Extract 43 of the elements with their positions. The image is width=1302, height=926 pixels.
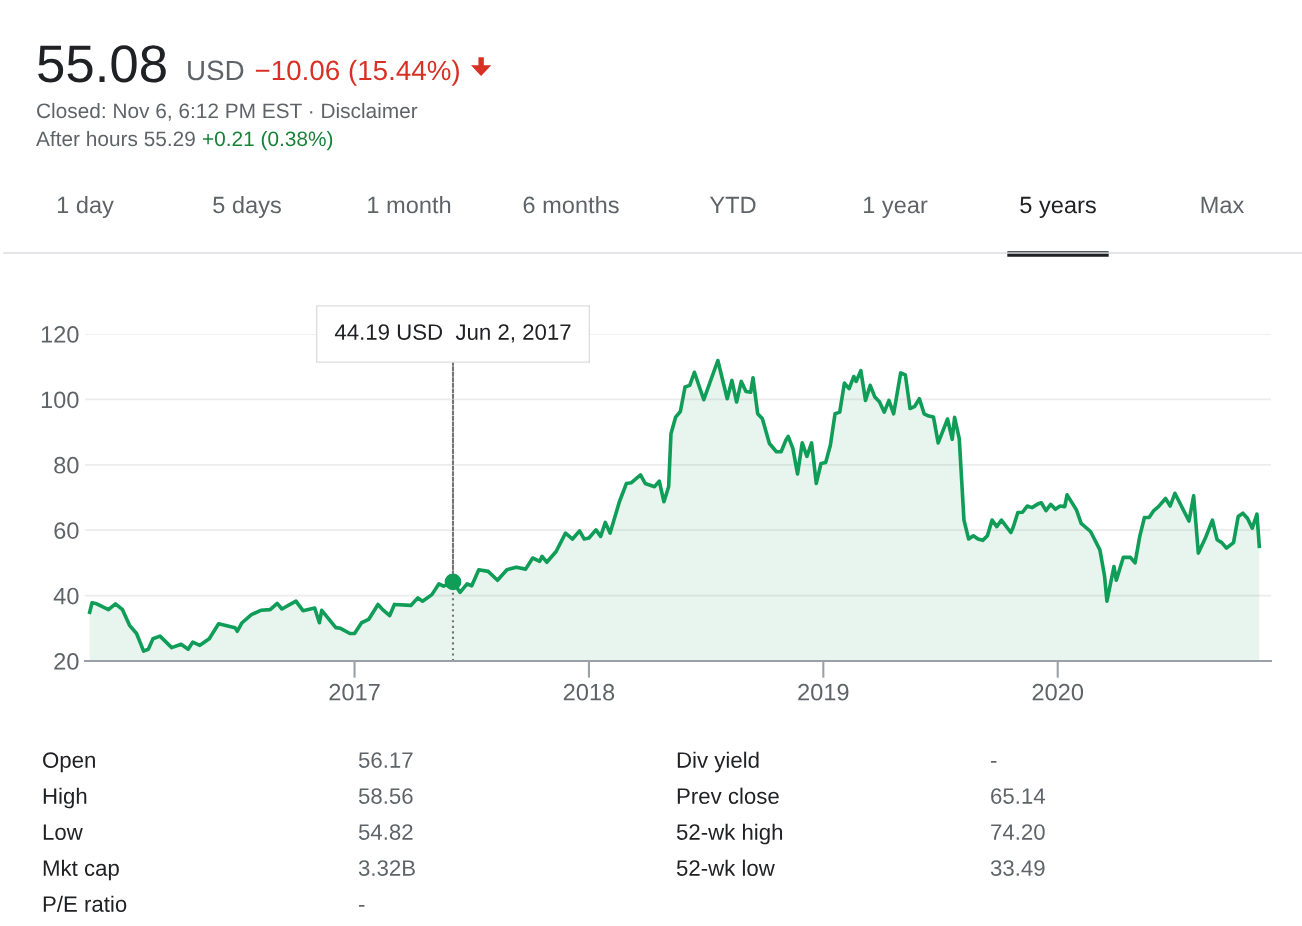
- text: 52-wk high: [676, 823, 783, 845]
- annotation: 44.19 USD Jun 2, 2017: [334, 324, 571, 343]
- y-tick-label: 40: [53, 587, 79, 605]
- text: +0.21 (0.38%): [203, 130, 333, 151]
- text: 6 months: [523, 196, 619, 214]
- text: 65.14: [991, 788, 1045, 804]
- text: -: [358, 904, 365, 907]
- text: High: [43, 787, 87, 809]
- text: Max: [1201, 196, 1245, 214]
- text: Div yield: [677, 751, 759, 773]
- text: 33.49: [990, 860, 1045, 876]
- y-tick-label: 60: [54, 522, 79, 539]
- text: 1 month: [368, 196, 451, 214]
- text: 1 year: [863, 196, 928, 219]
- text: 1 day: [57, 196, 114, 219]
- text: 55.08: [38, 45, 166, 83]
- y-tick-label: 100: [41, 391, 79, 409]
- y-tick-label: 20: [54, 653, 79, 670]
- text: Prev close: [677, 787, 779, 804]
- text: -: [990, 760, 997, 763]
- x-tick-label: 2019: [798, 683, 849, 701]
- text: Open: [43, 752, 95, 773]
- x-tick-label: 2017: [329, 683, 380, 701]
- text: YTD: [709, 196, 756, 214]
- text: 54.82: [358, 824, 413, 840]
- text: 5 years: [1020, 196, 1096, 219]
- text: 5 days: [213, 196, 281, 219]
- text: P/E ratio: [43, 895, 127, 912]
- text: −10.06 (15.44%): [255, 59, 459, 86]
- text: After hours 55.29: [36, 130, 195, 147]
- text: 56.17: [358, 752, 413, 768]
- x-tick-label: 2020: [1032, 683, 1084, 701]
- text: Mkt cap: [43, 859, 119, 881]
- x-tick-label: 2018: [563, 683, 615, 701]
- text: 58.56: [358, 788, 413, 804]
- text: 3.32B: [358, 860, 415, 876]
- y-tick-label: 80: [54, 456, 79, 474]
- y-tick-label: 120: [41, 326, 79, 343]
- text: Closed: Nov 6, 6:12 PM EST · Disclaimer: [37, 102, 418, 121]
- text: 52-wk low: [676, 859, 775, 876]
- text: 74.20: [991, 824, 1045, 840]
- text: USD: [188, 60, 244, 81]
- text: Low: [43, 824, 83, 840]
